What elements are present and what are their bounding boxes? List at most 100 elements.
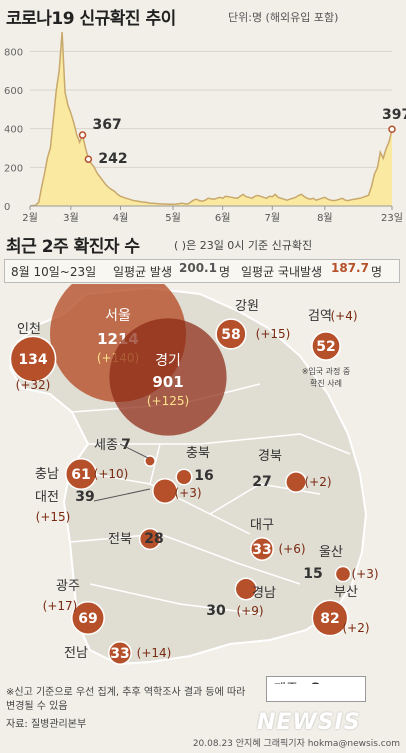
region-total: 28 [144, 531, 163, 547]
x-tick-label: 5월 [165, 212, 181, 224]
region-bubble [285, 471, 307, 493]
quarantine-note: ※입국 과정 중 [302, 366, 351, 376]
region-total: 2 [311, 681, 321, 684]
map-title: 최근 2주 확진자 수 [6, 237, 140, 257]
region-제주: 제주 2 [271, 681, 321, 684]
bubble-map: 서울1214(+140)경기901(+125)인천134(+32)부산82(+2… [8, 284, 379, 684]
footnote: ※신고 기준으로 우선 집계, 추후 역학조사 결과 등에 따라 변경될 수 있… [6, 687, 246, 712]
region-대구: 대구 33 (+6) [250, 518, 306, 561]
x-tick-label: 7월 [265, 212, 281, 224]
region-세종: 세종 7 [94, 437, 156, 467]
region-경기: 경기 901 (+125) [109, 318, 227, 436]
summary-bar: 8월 10일~23일 일평균 발생 200.1 명 일평균 국내발생 187.7… [4, 259, 400, 283]
leader-line [93, 488, 151, 502]
jeju-box [266, 676, 366, 702]
region-name: 대구 [250, 518, 274, 533]
region-total: 901 [152, 373, 183, 391]
region-bubble [175, 468, 193, 486]
region-bubble [138, 527, 162, 551]
region-대전: 대전 39 (+15) [35, 478, 178, 524]
region-부산: 부산 82(+2) [311, 585, 370, 637]
region-name: 세종 [94, 438, 118, 453]
annotation-marker [78, 131, 87, 139]
region-인천: 인천 134 (+32) [9, 322, 57, 392]
region-new: (+3) [174, 486, 201, 500]
region-충남: 충남 61 (+10) [35, 458, 129, 490]
source: 자료: 질병관리본부 [6, 719, 87, 730]
unit-label: 단위:명 (해외유입 포함) [228, 11, 339, 24]
region-new: (+2) [304, 475, 331, 489]
province-border [89, 583, 261, 615]
region-new: (+2) [342, 621, 369, 635]
region-경북: 경북 27 (+2) [252, 449, 332, 493]
region-name: 경기 [155, 353, 181, 369]
annotation-label: 397 [382, 107, 406, 123]
region-total: 30 [206, 603, 226, 619]
region-충북: 충북 16 (+3) [174, 446, 213, 500]
region-name: 울산 [319, 545, 343, 560]
x-tick-label: 8월 [317, 212, 333, 224]
region-name: 대전 [35, 490, 59, 505]
region-검역: 검역 52 (+4) [308, 309, 358, 361]
region-total: 33 [252, 542, 271, 558]
region-bubble [250, 537, 274, 561]
region-bubble [109, 318, 227, 436]
region-total: 82 [320, 611, 339, 627]
province-border [69, 533, 301, 585]
region-total: 16 [194, 468, 213, 484]
region-total: 15 [303, 566, 322, 582]
region-강원: 강원 58 (+15) [215, 299, 291, 350]
region-total: 52 [316, 339, 335, 355]
avg-total-label: 일평균 발생 [113, 265, 173, 279]
region-total: 27 [252, 474, 271, 490]
y-tick-label: 800 [4, 47, 23, 58]
chart-title: 코로나19 신규확진 추이 [6, 9, 176, 29]
region-new: (+4) [330, 309, 357, 323]
quarantine-note: 확진 사례 [310, 378, 342, 388]
leader-line [119, 443, 149, 459]
x-tick-label: 23일 [381, 212, 403, 224]
credit: 20.08.23 안지혜 그래픽기자 hokma@newsis.com [192, 739, 400, 749]
region-bubble [311, 331, 341, 361]
region-new: (+15) [256, 327, 291, 341]
period-label: 8월 10일~23일 [11, 265, 97, 279]
region-name: 경북 [258, 449, 282, 464]
region-new: (+125) [147, 394, 189, 408]
region-name: 전남 [64, 646, 88, 661]
province-border [88, 433, 351, 455]
avg-local-unit: 명 [371, 265, 383, 279]
avg-local-value: 187.7 [331, 261, 369, 275]
region-name: 충남 [35, 467, 59, 482]
region-new: (+14) [137, 646, 172, 660]
trend-chart: 0 200 400 600 800 2월 3월 4월 5월 6월 7월 8월 23일 367 242 397 [4, 31, 406, 224]
x-tick-label: 6월 [215, 212, 231, 224]
region-new: (+9) [236, 604, 263, 618]
region-total: 61 [71, 467, 90, 483]
region-total: 69 [78, 611, 97, 627]
region-name: 검역 [308, 309, 332, 324]
avg-total-value: 200.1 [179, 261, 217, 275]
region-bubble [144, 455, 156, 467]
region-name: 부산 [334, 585, 358, 600]
region-전남: 전남 33 (+14) [64, 641, 172, 665]
x-tick-label: 3월 [63, 212, 79, 224]
annotation-marker [388, 125, 396, 133]
y-tick-label: 200 [4, 163, 23, 174]
province-border [69, 469, 251, 535]
region-bubble [9, 335, 57, 383]
region-new: (+15) [36, 510, 71, 524]
region-new: (+32) [16, 378, 51, 392]
region-bubble [108, 641, 132, 665]
y-tick-label: 400 [4, 125, 23, 136]
x-tick-label: 4월 [113, 212, 129, 224]
region-name: 광주 [56, 579, 80, 594]
region-total: 39 [75, 489, 94, 505]
region-new: (+10) [94, 467, 129, 481]
region-new: (+6) [278, 542, 305, 556]
region-new: (+3) [351, 567, 378, 581]
region-name: 제주 [274, 682, 298, 684]
region-bubble [71, 601, 105, 635]
series-area [30, 32, 392, 206]
region-name: 전북 [108, 532, 132, 547]
region-name: 충북 [186, 446, 210, 461]
